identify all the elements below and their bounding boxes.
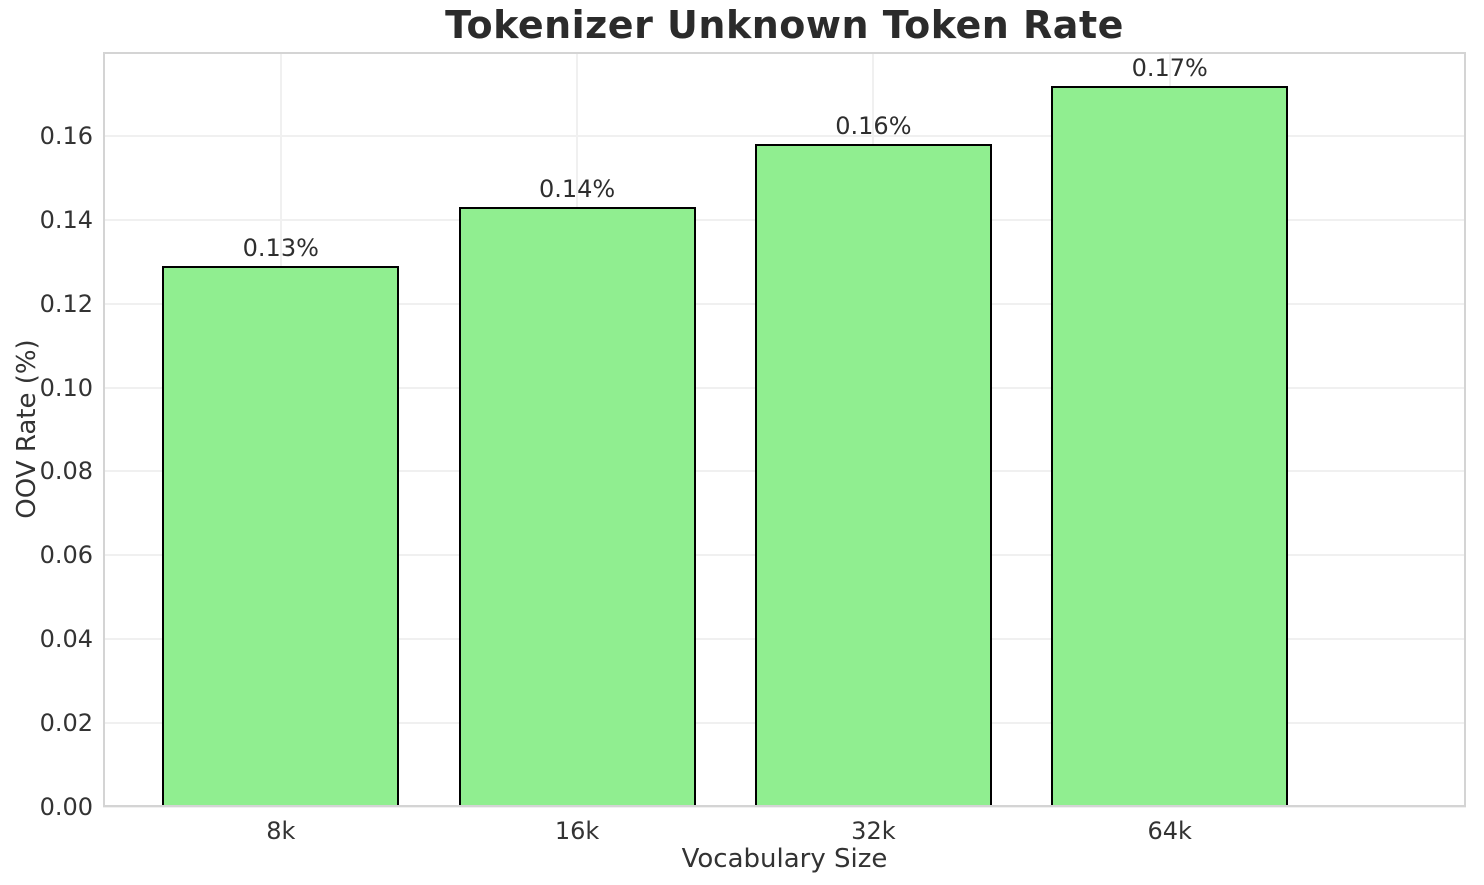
y-tick-label: 0.16 (39, 121, 93, 150)
bar-value-label: 0.14% (538, 175, 616, 203)
x-tick-label: 64k (1147, 817, 1192, 845)
gridline-horizontal (103, 134, 1466, 137)
bar-value-label: 0.13% (242, 234, 319, 262)
y-axis-label: OOV Rate (%) (12, 339, 42, 519)
bar-8k (162, 266, 400, 807)
x-tick-label: 8k (266, 817, 296, 845)
bar-16k (458, 207, 696, 807)
y-tick-label: 0.10 (39, 373, 93, 402)
bar-64k (1051, 86, 1289, 807)
y-tick-label: 0.04 (39, 625, 93, 654)
y-tick-label: 0.12 (39, 289, 93, 318)
y-tick-label: 0.00 (39, 793, 93, 821)
y-tick-label: 0.06 (39, 541, 93, 570)
x-tick-label: 32k (851, 817, 896, 845)
y-tick-label: 0.02 (39, 709, 93, 738)
chart-title: Tokenizer Unknown Token Rate (445, 3, 1124, 47)
gridline-horizontal (103, 806, 1466, 808)
bar-value-label: 0.16% (835, 112, 912, 140)
plot-area: 0.13% 0.14% 0.16% 0.17% (103, 52, 1466, 808)
y-tick-label: 0.08 (39, 457, 93, 486)
bar-value-label: 0.17% (1131, 54, 1208, 82)
y-tick-label: 0.14 (39, 205, 93, 234)
x-axis-label: Vocabulary Size (681, 844, 888, 874)
x-tick-label: 16k (554, 817, 600, 845)
bar-32k (754, 144, 992, 807)
